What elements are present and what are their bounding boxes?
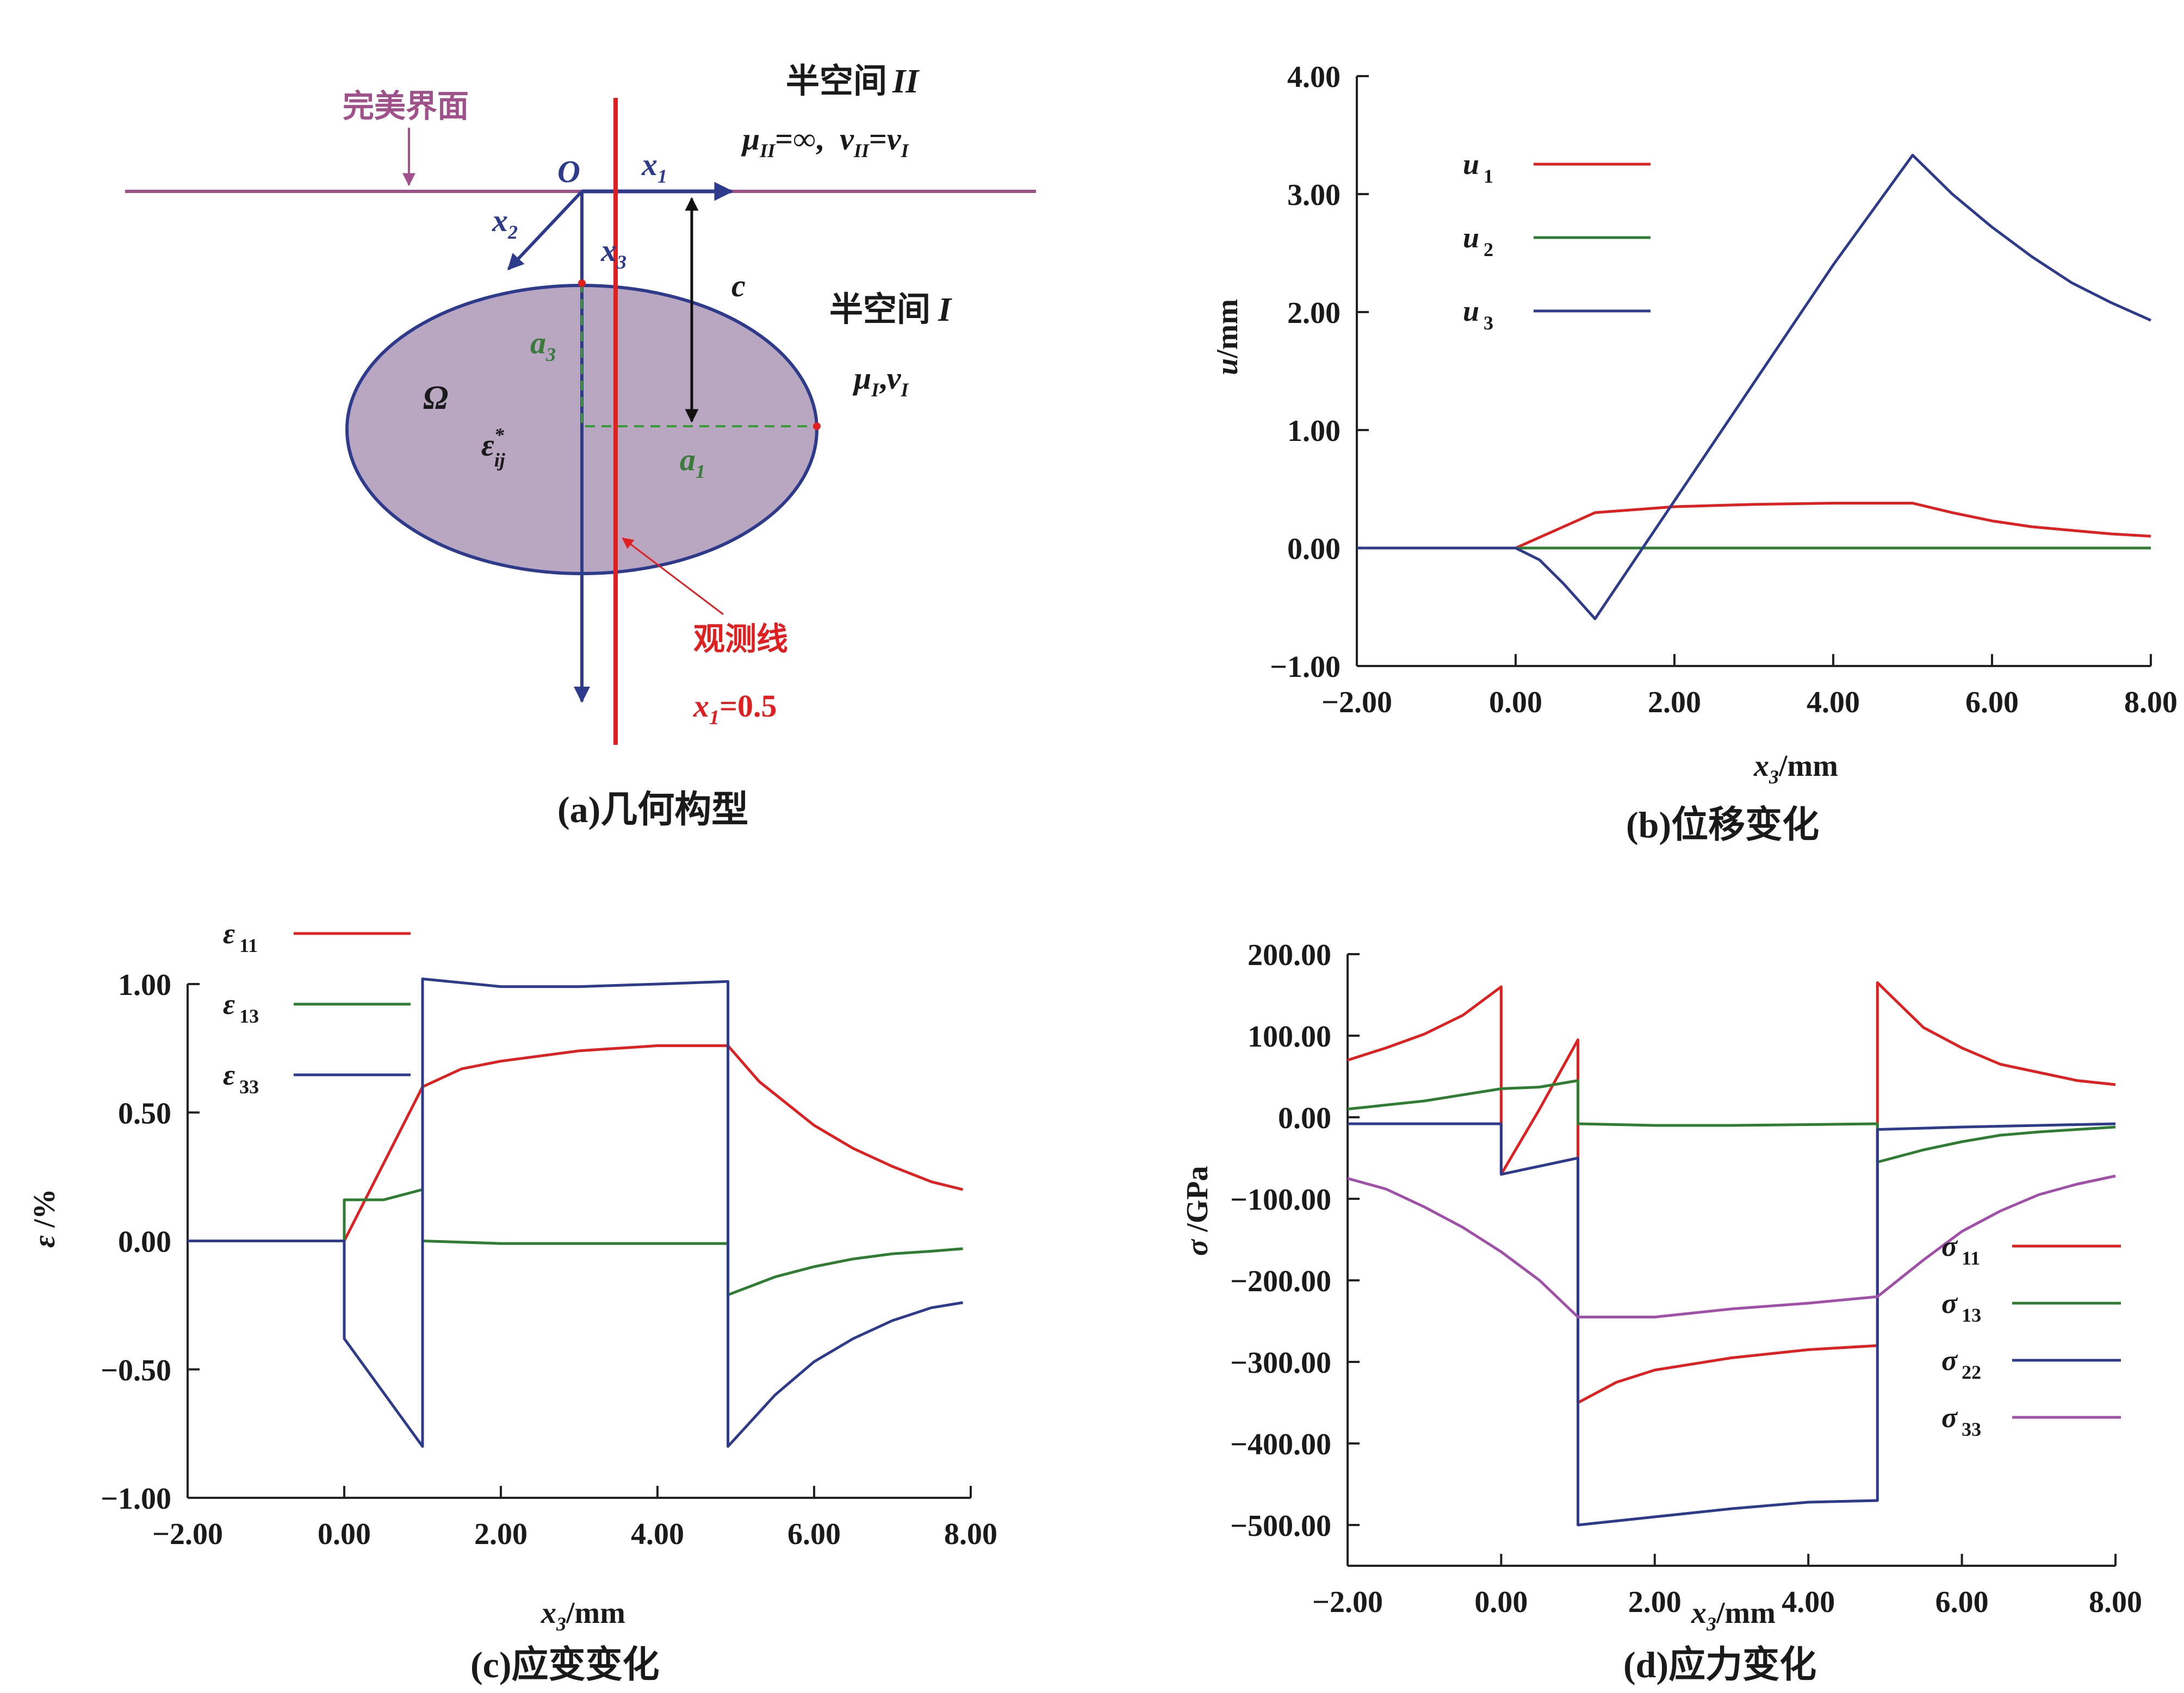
y-tick-label: 1.00 (1287, 414, 1341, 448)
omega-label: Ω (423, 379, 448, 416)
x-tick-label: 8.00 (2089, 1585, 2142, 1619)
y-tick-label: 100.00 (1248, 1020, 1331, 1054)
x-tick-label: −2.00 (1321, 686, 1392, 719)
x-tick-label: 4.00 (1807, 686, 1860, 719)
y-tick-label: −1.00 (1270, 650, 1341, 684)
semi-axis-dashes (581, 283, 817, 427)
legend-label: σ 22 (1941, 1344, 1981, 1383)
panel-d-series (1347, 981, 2116, 1527)
y-tick-label: 0.50 (118, 1097, 171, 1130)
panel-a-geometry: 完美界面 观测线 x1=0.5 O x1 x2 x3 c a3 a1 Ω ε* i… (125, 63, 1036, 830)
panel-c-strain: −2.00 0.00 2.00 4.00 6.00 8.00 −1.00 −0.50 0.00 0… (28, 917, 997, 1685)
y-tick-label: −100.00 (1230, 1183, 1331, 1217)
x-tick-label: 2.00 (1648, 686, 1701, 719)
panel-d-ylabel: σ /GPa (1181, 1166, 1214, 1256)
a1-label: a1 (680, 442, 705, 482)
panel-b-xlabel: x3/mm (1753, 749, 1838, 788)
series-line-σ13 (1347, 1079, 2116, 1163)
y-tick-label: 3.00 (1287, 178, 1341, 212)
x-tick-label: −2.00 (152, 1517, 223, 1551)
legend-label: ε 33 (223, 1059, 259, 1098)
panel-c-caption: (c)应变变化 (470, 1644, 659, 1685)
legend-label: ε 13 (223, 988, 259, 1027)
x1-axis-label: x1 (641, 147, 667, 187)
x-tick-label: 6.00 (1965, 686, 2019, 719)
y-tick-label: 4.00 (1287, 60, 1341, 94)
series-line-σ33 (1347, 1174, 2116, 1318)
panel-b-caption: (b)位移变化 (1626, 804, 1819, 845)
ellipse-right-point (813, 422, 821, 430)
series-line-u3 (1357, 153, 2152, 620)
x3-axis-label: x3 (600, 233, 626, 273)
legend-label: σ 33 (1941, 1401, 1981, 1440)
x-tick-label: 0.00 (1489, 686, 1542, 719)
observation-position-label: x1=0.5 (693, 688, 777, 729)
panel-b-ylabel: u/mm (1211, 299, 1244, 375)
panel-d-caption: (d)应力变化 (1623, 1644, 1816, 1685)
observation-pointer-arrow (622, 537, 724, 615)
panel-c-series (188, 978, 964, 1448)
y-tick-label: −400.00 (1230, 1428, 1331, 1461)
panel-c-legend: ε 11 ε 13 ε 33 (223, 917, 411, 1098)
y-tick-label: 0.00 (118, 1225, 171, 1259)
y-tick-label: −1.00 (101, 1482, 171, 1516)
x2-axis-label: x2 (492, 203, 518, 243)
y-tick-label: 0.00 (1287, 532, 1341, 566)
panel-d-xlabel: x3/mm (1691, 1596, 1776, 1635)
half-space-2-title: 半空间 II (786, 63, 920, 100)
series-line-σ11 (1347, 981, 2116, 1404)
y-tick-label: 2.00 (1287, 296, 1341, 330)
y-tick-label: −0.50 (101, 1354, 171, 1387)
y-tick-label: 0.00 (1278, 1101, 1331, 1135)
y-tick-label: −300.00 (1230, 1346, 1331, 1380)
x-tick-label: 0.00 (1474, 1585, 1528, 1619)
series-line-u1 (1357, 502, 2151, 550)
x-tick-label: 4.00 (631, 1517, 684, 1551)
x-tick-label: 6.00 (1935, 1585, 1989, 1619)
x-tick-label: 2.00 (474, 1517, 528, 1551)
panel-d-axes: −2.00 0.00 2.00 4.00 6.00 8.00 −500.00 −400.00 −… (1230, 938, 2142, 1619)
panel-b-displacement: −2.00 0.00 2.00 4.00 6.00 8.00 −1.00 0.00 1.00 2.… (1211, 60, 2177, 845)
origin-label: O (557, 154, 580, 189)
y-tick-label: 1.00 (118, 968, 171, 1002)
half-space-2-props: μII=∞, vII=vI (741, 121, 910, 161)
panel-b-axes: −2.00 0.00 2.00 4.00 6.00 8.00 −1.00 0.00 1.00 2.… (1270, 60, 2177, 719)
x-tick-label: 8.00 (944, 1517, 997, 1551)
x-tick-label: 0.00 (318, 1517, 371, 1551)
half-space-1-title: 半空间 I (829, 291, 952, 328)
x2-axis-arrow (507, 190, 584, 271)
panel-d-stress: −2.00 0.00 2.00 4.00 6.00 8.00 −500.00 −400.00 −… (1181, 938, 2142, 1685)
perfect-interface-label: 完美界面 (343, 89, 469, 124)
x-tick-label: 6.00 (787, 1517, 841, 1551)
series-line-ε11 (188, 1044, 964, 1242)
panel-b-legend: u 1 u 2 u 3 (1463, 148, 1651, 334)
half-space-1-props: μI,vI (852, 360, 910, 401)
panel-a-caption: (a)几何构型 (557, 789, 748, 830)
y-tick-label: −200.00 (1230, 1265, 1331, 1298)
panel-c-axes: −2.00 0.00 2.00 4.00 6.00 8.00 −1.00 −0.50 0.00 0… (101, 968, 997, 1551)
c-label: c (731, 268, 746, 303)
x-tick-label: 2.00 (1628, 1585, 1682, 1619)
series-line-σ22 (1348, 1122, 2116, 1527)
y-tick-label: −500.00 (1230, 1509, 1331, 1543)
panel-d-legend: σ 11 σ 13 σ 22 σ 33 (1941, 1230, 2121, 1440)
panel-c-ylabel: ε /% (28, 1188, 61, 1248)
panel-b-series (1357, 153, 2152, 620)
panel-c-xlabel: x3/mm (541, 1596, 625, 1635)
y-tick-label: 200.00 (1248, 938, 1331, 972)
legend-label: σ 11 (1941, 1230, 1980, 1269)
legend-label: σ 13 (1941, 1287, 1981, 1326)
x-tick-label: 8.00 (2124, 686, 2177, 719)
x-tick-label: 4.00 (1782, 1585, 1835, 1619)
observation-line-label: 观测线 (693, 621, 788, 657)
ellipse-top-point (578, 279, 586, 287)
legend-label: ε 11 (223, 917, 258, 956)
x-tick-label: −2.00 (1312, 1585, 1383, 1619)
series-line-ε13 (188, 1188, 963, 1297)
series-line-ε33 (188, 978, 964, 1448)
